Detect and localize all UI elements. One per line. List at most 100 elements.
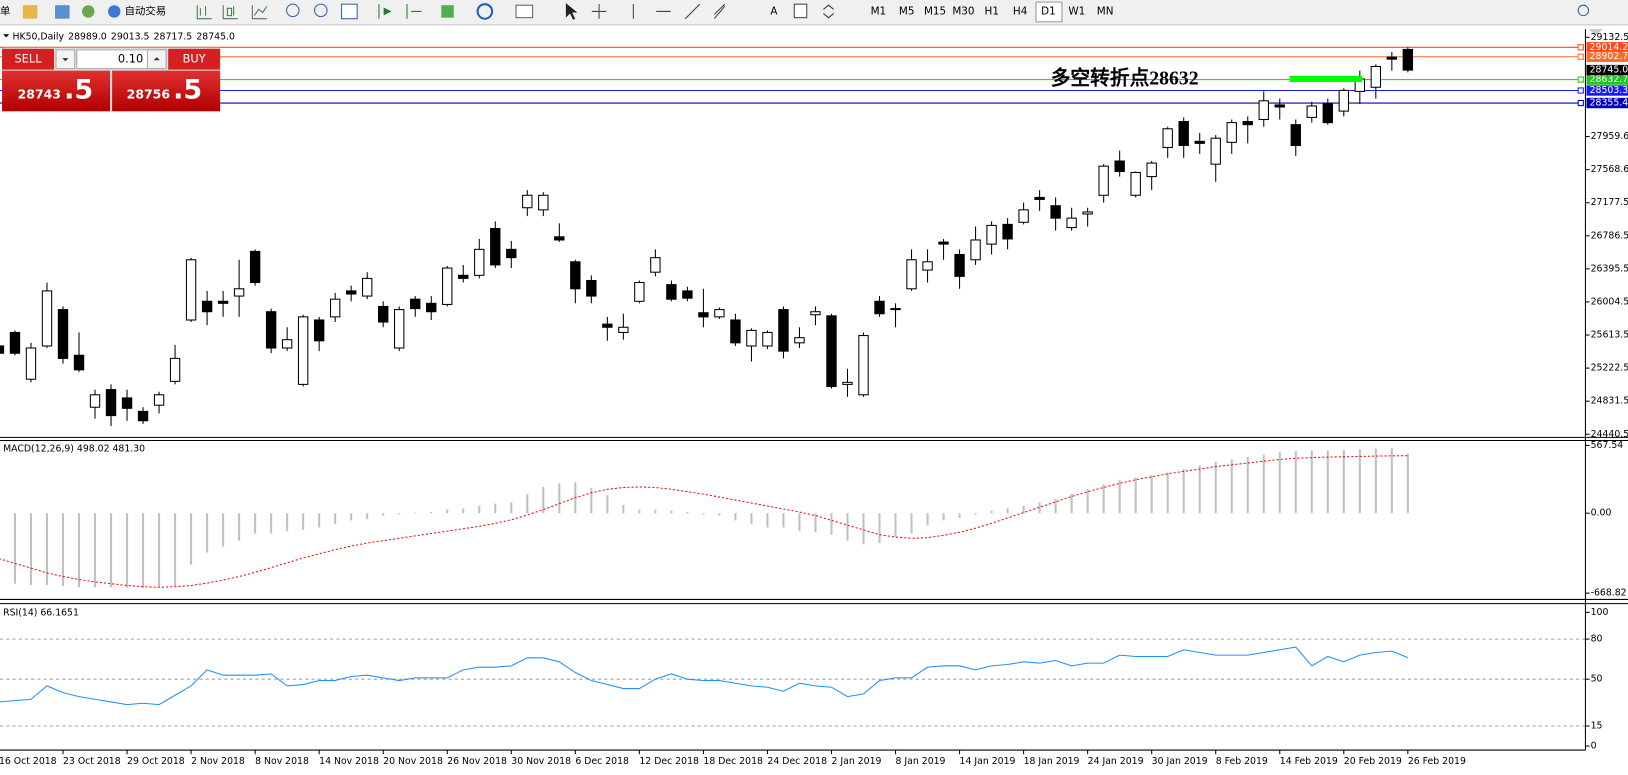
macd-bar xyxy=(190,513,193,565)
icon[interactable] xyxy=(378,4,392,19)
axes xyxy=(0,29,1628,751)
level-label: 28355.4 xyxy=(1590,98,1628,109)
icon[interactable] xyxy=(196,5,212,20)
macd-bar xyxy=(1374,448,1377,514)
candle-body xyxy=(1082,211,1093,215)
macd-bar xyxy=(478,506,481,514)
macd-bar xyxy=(45,513,49,585)
macd-bar xyxy=(350,513,353,521)
auto-trading[interactable]: 自动交易 xyxy=(125,4,167,17)
timeframe[interactable]: M15 xyxy=(924,5,946,17)
macd-bar xyxy=(29,513,33,585)
bid-frac[interactable]: .5 xyxy=(64,75,93,106)
x-tick-label: 16 Oct 2018 xyxy=(0,756,57,767)
icon[interactable] xyxy=(591,4,607,19)
y-tick-label: 24440.5 xyxy=(1591,429,1628,440)
timeframe[interactable]: H4 xyxy=(1013,5,1028,17)
level-handle xyxy=(1577,76,1584,83)
ask-price[interactable]: 28756.5 xyxy=(127,75,202,106)
icon[interactable] xyxy=(476,3,494,20)
macd-bar xyxy=(1022,506,1025,514)
macd-bar xyxy=(894,513,897,538)
macd-bar xyxy=(1246,457,1249,514)
candle-body xyxy=(41,290,53,347)
header-value: 28989.0 xyxy=(68,31,107,42)
macd-bar xyxy=(158,513,161,588)
bid-box[interactable] xyxy=(2,70,111,112)
macd-bar xyxy=(1006,508,1009,514)
bid-main[interactable]: 28743 xyxy=(18,87,61,102)
timeframe[interactable]: MN xyxy=(1097,5,1114,17)
candle-body xyxy=(249,250,261,284)
macd-bar xyxy=(558,483,561,514)
candle-body xyxy=(362,277,373,297)
candle-body xyxy=(1210,137,1221,165)
auto-trading-icon[interactable] xyxy=(107,5,121,18)
timeframe[interactable]: H1 xyxy=(985,5,999,17)
active-timeframe[interactable] xyxy=(1035,1,1063,23)
candle-body xyxy=(410,298,421,310)
y-tick-label: 27959.6 xyxy=(1591,131,1628,142)
header-arrow xyxy=(3,34,10,38)
y-tick-label: 0.00 xyxy=(1591,508,1612,519)
candle-body xyxy=(874,300,885,315)
timeframe[interactable]: M30 xyxy=(952,5,974,17)
icon[interactable] xyxy=(515,4,534,19)
candle-body xyxy=(345,290,357,295)
drawn-rectangle[interactable] xyxy=(1289,75,1363,83)
candle-body xyxy=(906,259,917,290)
x-tick-label: 23 Oct 2018 xyxy=(63,756,121,767)
ask-frac[interactable]: .5 xyxy=(173,75,202,106)
candle-body xyxy=(746,329,757,347)
x-tick-label: 29 Oct 2018 xyxy=(127,756,185,767)
candle-body xyxy=(1402,48,1414,71)
icon[interactable] xyxy=(341,3,358,20)
macd-bar xyxy=(302,513,305,530)
icon[interactable] xyxy=(286,3,300,18)
candle-body xyxy=(329,298,341,318)
sell-button[interactable] xyxy=(2,48,54,70)
macd-bar xyxy=(13,513,17,584)
macd-bar xyxy=(1326,450,1329,514)
candle-body xyxy=(554,236,565,241)
lot-value[interactable]: 0.10 xyxy=(118,52,143,66)
buy-label[interactable]: BUY xyxy=(183,52,206,66)
icon[interactable] xyxy=(251,5,268,20)
icon[interactable] xyxy=(565,3,578,20)
icon[interactable] xyxy=(632,3,726,20)
candle-body xyxy=(1386,56,1398,60)
icon[interactable] xyxy=(406,4,422,19)
timeframe[interactable]: W1 xyxy=(1068,5,1085,17)
icon[interactable] xyxy=(793,3,808,19)
icon[interactable] xyxy=(441,5,454,18)
icon[interactable] xyxy=(55,5,70,19)
macd-title: MACD(12,26,9) 498.02 481.30 xyxy=(3,443,145,454)
candle-body xyxy=(1194,140,1205,144)
icon[interactable] xyxy=(82,5,95,18)
search-icon[interactable] xyxy=(1577,4,1590,17)
menu-label[interactable]: 单 xyxy=(0,5,10,17)
annotation: 多空转折点28632 xyxy=(1051,67,1199,90)
candle-body xyxy=(201,300,213,313)
icon[interactable] xyxy=(314,3,328,18)
candle-body xyxy=(313,319,325,342)
macd-bar xyxy=(814,513,817,533)
icon[interactable] xyxy=(823,4,835,19)
sell-label[interactable]: SELL xyxy=(14,52,42,66)
x-tick-label: 24 Dec 2018 xyxy=(767,756,827,767)
toolbar-bg xyxy=(0,0,1628,25)
buy-button[interactable] xyxy=(168,48,221,70)
bid-price[interactable]: 28743.5 xyxy=(18,75,93,106)
timeframe[interactable]: M1 xyxy=(871,5,887,17)
ask-box[interactable] xyxy=(112,70,221,112)
icon[interactable] xyxy=(222,5,238,20)
text-tool[interactable]: A xyxy=(770,5,778,17)
ask-main[interactable]: 28756 xyxy=(127,87,170,102)
timeframe[interactable]: D1 xyxy=(1041,5,1056,17)
icon[interactable] xyxy=(22,5,38,19)
timeframe[interactable]: M5 xyxy=(899,5,915,17)
chart-bg xyxy=(0,25,1628,775)
candle-body xyxy=(1322,103,1333,124)
level-label: 28503.3 xyxy=(1590,85,1628,96)
